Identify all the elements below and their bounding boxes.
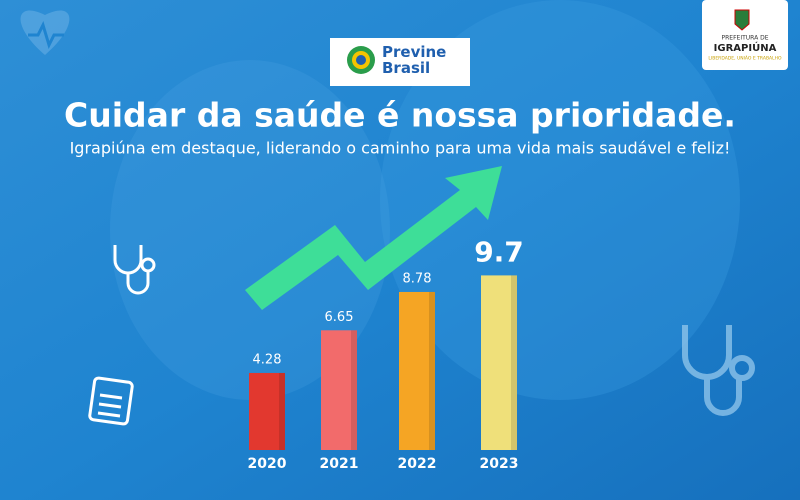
bar-shade bbox=[279, 372, 285, 450]
stethoscope-icon bbox=[682, 325, 755, 416]
bar-shade bbox=[511, 275, 517, 450]
logo-text: Previne Brasil bbox=[382, 44, 447, 77]
clipboard-icon bbox=[88, 376, 134, 426]
bar-shade bbox=[429, 291, 435, 450]
value-label: 8.78 bbox=[403, 271, 432, 286]
x-tick-label: 2021 bbox=[320, 456, 359, 472]
bar bbox=[481, 275, 517, 450]
bar bbox=[321, 330, 357, 450]
background-photo bbox=[110, 60, 390, 400]
coat-of-arms bbox=[734, 9, 750, 31]
municipality-prefix: PREFEITURA DE bbox=[722, 35, 769, 42]
stethoscope-icon bbox=[113, 245, 156, 295]
municipality-name: IGRAPIÚNA bbox=[714, 41, 777, 54]
pulse-line bbox=[28, 20, 64, 50]
value-label: 6.65 bbox=[325, 310, 354, 325]
chart-title: Cuidar da saúde é nossa prioridade. bbox=[64, 96, 736, 135]
value-label: 4.28 bbox=[253, 352, 282, 367]
x-tick-label: 2020 bbox=[248, 456, 287, 472]
growth-arrow bbox=[245, 166, 502, 310]
bar bbox=[249, 372, 285, 450]
x-tick-label: 2023 bbox=[480, 456, 519, 472]
bar-shade bbox=[351, 330, 357, 450]
municipality-box bbox=[702, 0, 788, 70]
bar-chart: 4.28 2020 6.65 2021 8.78 2022 9.7 2023 bbox=[248, 235, 524, 472]
x-tick-label: 2022 bbox=[398, 456, 437, 472]
background-photo bbox=[380, 0, 740, 400]
logo-mark bbox=[356, 55, 366, 65]
chart-subtitle: Igrapiúna em destaque, liderando o camin… bbox=[70, 139, 731, 158]
value-label: 9.7 bbox=[474, 235, 524, 268]
bar bbox=[399, 291, 435, 450]
municipality-motto: LIBERDADE, UNIÃO E TRABALHO bbox=[708, 55, 782, 62]
